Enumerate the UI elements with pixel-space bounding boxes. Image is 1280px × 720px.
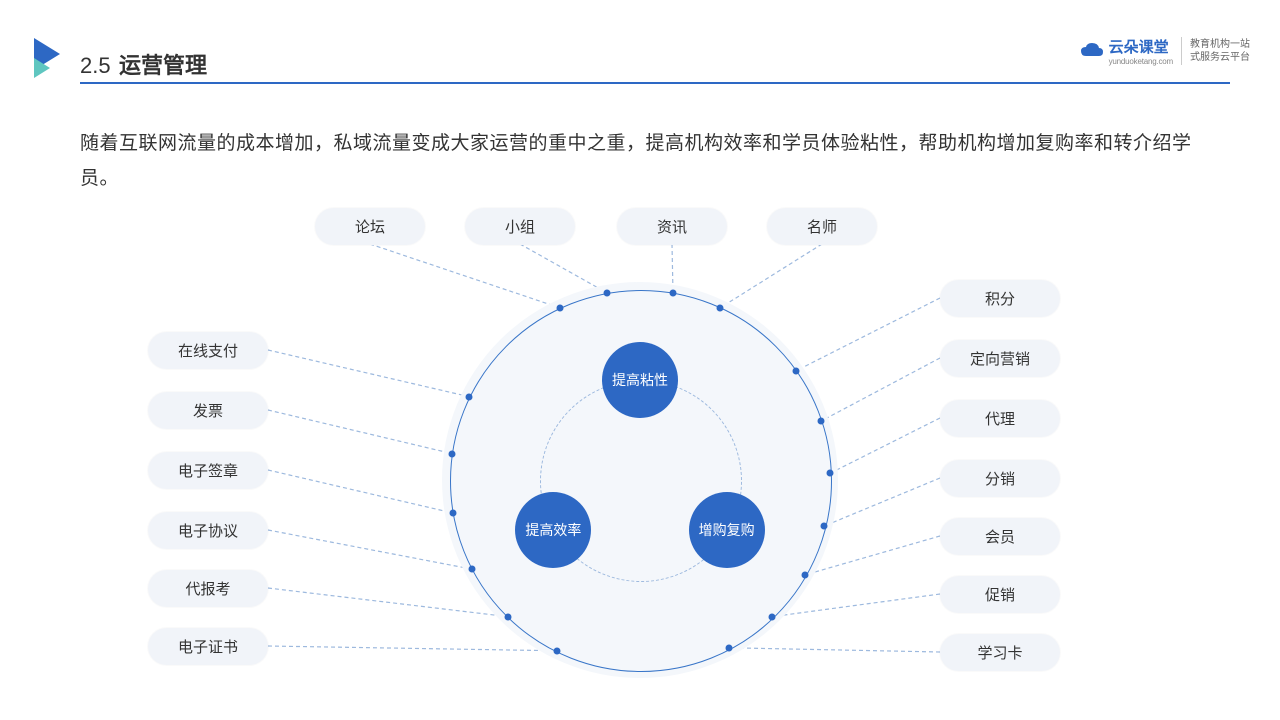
section-title-text: 运营管理 [119,53,207,78]
right-pill: 积分 [940,280,1060,317]
description-text: 随着互联网流量的成本增加，私域流量变成大家运营的重中之重，提高机构效率和学员体验… [80,126,1220,196]
top-pill: 资讯 [617,208,727,245]
left-pill: 电子证书 [148,628,268,665]
title-underline [80,82,1230,84]
ring-dot [505,613,512,620]
cloud-icon [1079,42,1105,60]
hub-node: 增购复购 [689,492,765,568]
hub-node: 提高效率 [515,492,591,568]
left-pill: 发票 [148,392,268,429]
ring-dot [553,647,560,654]
ring-dot [448,450,455,457]
right-pill: 会员 [940,518,1060,555]
hub-node: 提高粘性 [602,342,678,418]
right-pill: 促销 [940,576,1060,613]
logo-tagline: 教育机构一站 式服务云平台 [1190,38,1250,64]
section-number: 2.5 [80,53,111,78]
right-pill: 分销 [940,460,1060,497]
left-pill: 电子签章 [148,452,268,489]
left-pill: 电子协议 [148,512,268,549]
left-pill: 代报考 [148,570,268,607]
ring-dot [717,304,724,311]
section-title: 2.5 运营管理 [80,48,207,80]
top-pill: 小组 [465,208,575,245]
ring-dot [826,470,833,477]
ring-dot [449,509,456,516]
left-pill: 在线支付 [148,332,268,369]
ring-dot [821,522,828,529]
ring-dot [768,613,775,620]
top-pill: 名师 [767,208,877,245]
ring-dot [792,368,799,375]
ring-dot [801,572,808,579]
ring-dot [469,566,476,573]
top-pill: 论坛 [315,208,425,245]
ring-dot [726,644,733,651]
logo-brand-text: 云朵课堂 [1109,36,1173,57]
right-pill: 代理 [940,400,1060,437]
ring-dot [604,289,611,296]
ring-dot [669,289,676,296]
brand-logo: 云朵课堂 yunduoketang.com 教育机构一站 式服务云平台 [1079,36,1250,66]
ring-dot [556,304,563,311]
ring-dot [817,418,824,425]
logo-divider [1181,37,1182,65]
right-pill: 定向营销 [940,340,1060,377]
logo-domain-text: yunduoketang.com [1109,57,1173,66]
right-pill: 学习卡 [940,634,1060,671]
ring-dot [466,393,473,400]
